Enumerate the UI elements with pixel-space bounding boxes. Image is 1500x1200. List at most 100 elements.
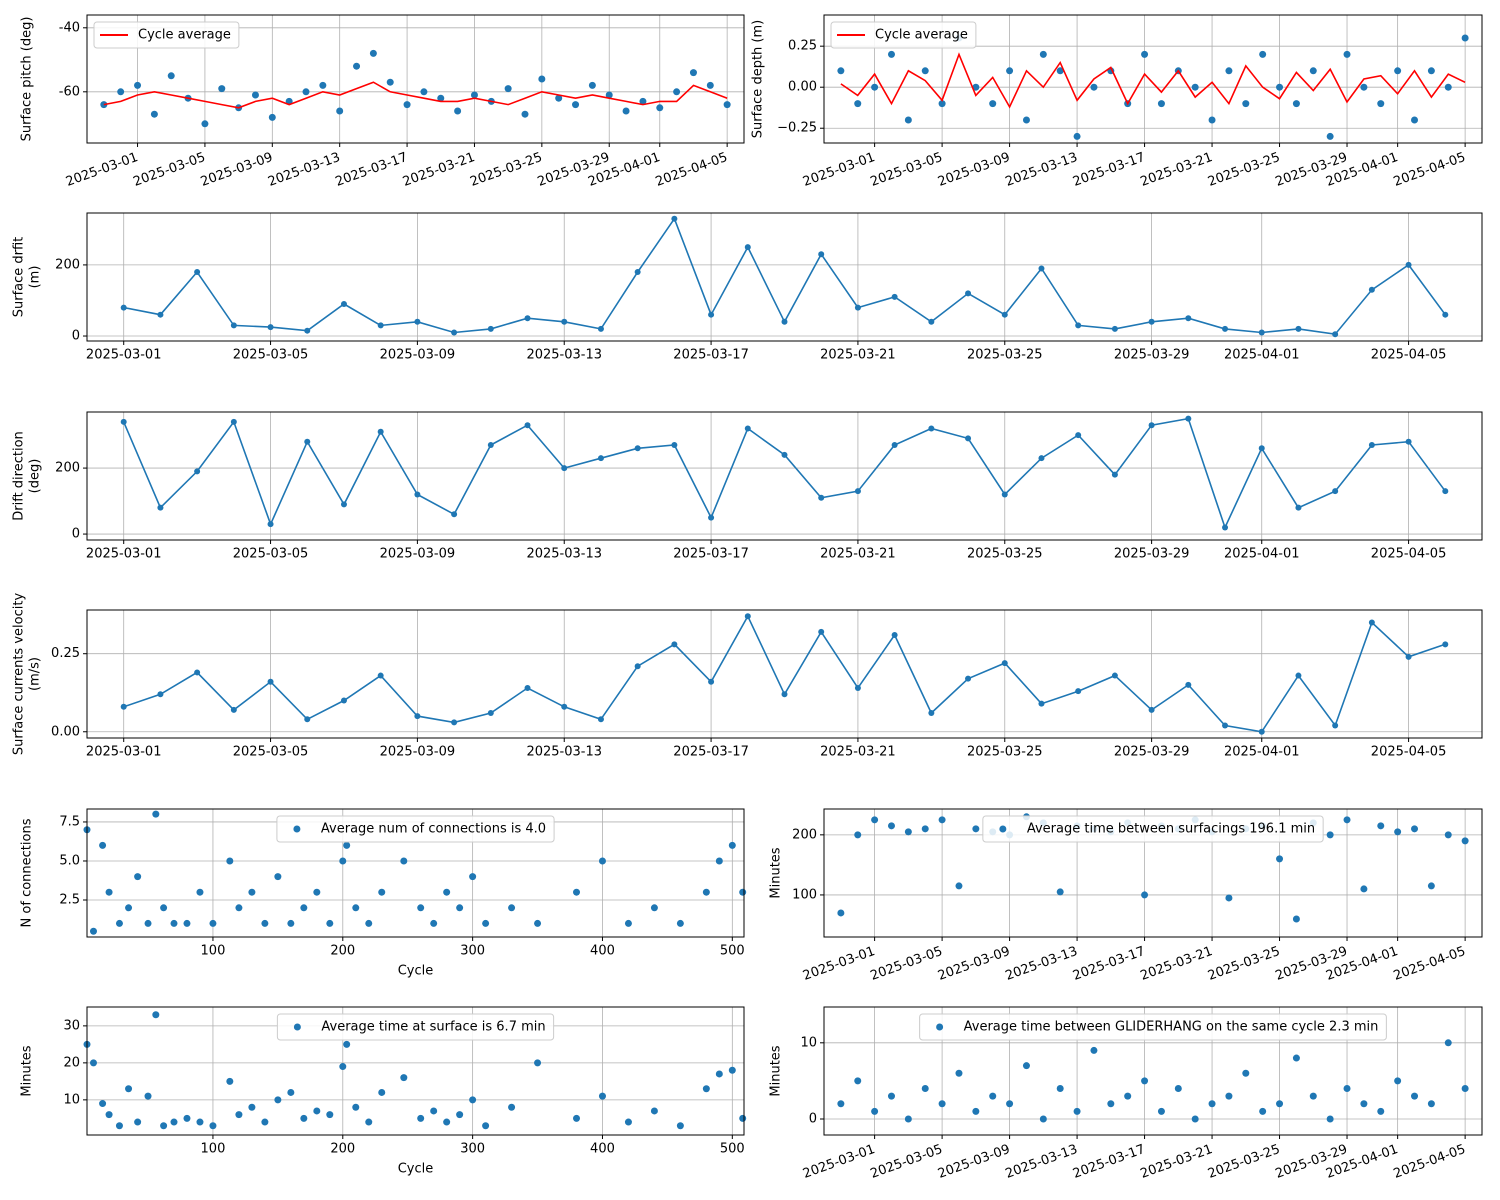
data-point <box>1090 83 1098 91</box>
y-tick-label: 200 <box>55 461 80 476</box>
x-tick-label: 2025-03-05 <box>869 944 945 984</box>
data-point <box>157 691 164 698</box>
x-tick-label: 2025-03-01 <box>86 348 162 363</box>
data-point <box>287 919 295 927</box>
data-point <box>1148 706 1155 713</box>
data-point <box>353 62 361 70</box>
data-point <box>837 1100 845 1108</box>
data-point <box>1208 116 1216 124</box>
x-tick-label: 2025-03-05 <box>233 745 309 760</box>
data-point <box>871 1107 879 1115</box>
plot-frame <box>86 808 745 938</box>
data-point <box>196 1118 204 1126</box>
legend-label: Average time at surface is 6.7 min <box>321 1020 545 1035</box>
data-point <box>365 1118 373 1126</box>
x-tick-label: 300 <box>460 944 485 959</box>
data-point <box>386 78 394 86</box>
x-tick-label: 2025-03-25 <box>967 745 1043 760</box>
x-tick-label: 2025-04-01 <box>1224 547 1300 562</box>
data-point <box>1332 488 1339 495</box>
data-point <box>1461 837 1469 845</box>
data-point <box>1394 828 1402 836</box>
data-point <box>1075 322 1082 329</box>
data-point <box>287 1088 295 1096</box>
data-point <box>1141 891 1149 899</box>
data-point <box>671 641 678 648</box>
data-point <box>1222 524 1229 531</box>
data-point <box>226 857 234 865</box>
y-tick-label: 100 <box>792 887 817 902</box>
data-point <box>1326 1115 1334 1123</box>
data-point <box>105 1111 113 1119</box>
data-point <box>1185 415 1192 422</box>
panel: 2025-03-012025-03-052025-03-092025-03-13… <box>751 14 1483 190</box>
data-point <box>218 85 226 93</box>
data-point <box>624 1118 632 1126</box>
data-point <box>482 1122 490 1130</box>
data-point <box>1343 816 1351 824</box>
data-point <box>1225 1092 1233 1100</box>
plot-frame <box>86 1006 745 1136</box>
data-point <box>157 311 164 318</box>
legend-label: Average num of connections is 4.0 <box>321 822 546 837</box>
data-point <box>938 816 946 824</box>
y-tick-label: 0.25 <box>788 39 817 54</box>
x-tick-label: 2025-03-17 <box>1071 1142 1147 1182</box>
data-point <box>1444 83 1452 91</box>
data-point <box>622 107 630 115</box>
data-point <box>854 100 862 108</box>
legend-box <box>919 1013 1387 1041</box>
data-point <box>437 94 445 102</box>
data-point <box>1225 894 1233 902</box>
data-point <box>854 304 861 311</box>
data-point <box>598 857 606 865</box>
data-point <box>706 81 714 89</box>
data-point <box>524 685 531 692</box>
data-point <box>343 1040 351 1048</box>
data-point <box>965 290 972 297</box>
x-tick-label: 2025-03-21 <box>820 348 896 363</box>
data-point <box>588 81 596 89</box>
data-point <box>1461 34 1469 42</box>
data-point <box>1075 688 1082 695</box>
data-point <box>1174 1085 1182 1093</box>
legend-swatch <box>999 825 1007 833</box>
x-tick-label: 2025-03-09 <box>936 1142 1012 1182</box>
data-point <box>818 251 825 258</box>
data-point <box>1276 855 1284 863</box>
data-point <box>487 710 494 717</box>
data-point <box>508 1103 516 1111</box>
data-point <box>871 816 879 824</box>
x-tick-label: 2025-03-21 <box>1138 1142 1214 1182</box>
data-point <box>1442 641 1449 648</box>
data-point <box>854 831 862 839</box>
legend: Average time at surface is 6.7 min <box>276 1013 555 1041</box>
data-point <box>414 318 421 325</box>
x-tick-label: 2025-03-21 <box>1138 150 1214 190</box>
x-tick-label: 2025-03-09 <box>380 547 456 562</box>
data-point <box>1309 1092 1317 1100</box>
x-axis-label: Cycle <box>398 964 434 979</box>
data-point <box>715 1070 723 1078</box>
data-point <box>1056 1085 1064 1093</box>
data-point <box>854 1077 862 1085</box>
plot-frame <box>86 14 745 144</box>
legend: Average num of connections is 4.0 <box>276 815 555 843</box>
x-tick-label: 2025-03-13 <box>1004 944 1080 984</box>
legend-swatch <box>293 825 301 833</box>
data-point <box>99 841 107 849</box>
data-point <box>634 269 641 276</box>
data-point <box>744 613 751 620</box>
data-point <box>340 697 347 704</box>
data-point <box>377 322 384 329</box>
data-point <box>904 116 912 124</box>
data-point <box>508 904 516 912</box>
data-point <box>1411 116 1419 124</box>
y-axis-label: Surface drfit <box>12 237 27 318</box>
x-tick-label: 2025-03-17 <box>1071 944 1147 984</box>
data-point <box>972 1107 980 1115</box>
data-point <box>1001 660 1008 667</box>
x-tick-label: 2025-03-13 <box>526 547 602 562</box>
data-point <box>235 1111 243 1119</box>
data-point <box>1090 1046 1098 1054</box>
